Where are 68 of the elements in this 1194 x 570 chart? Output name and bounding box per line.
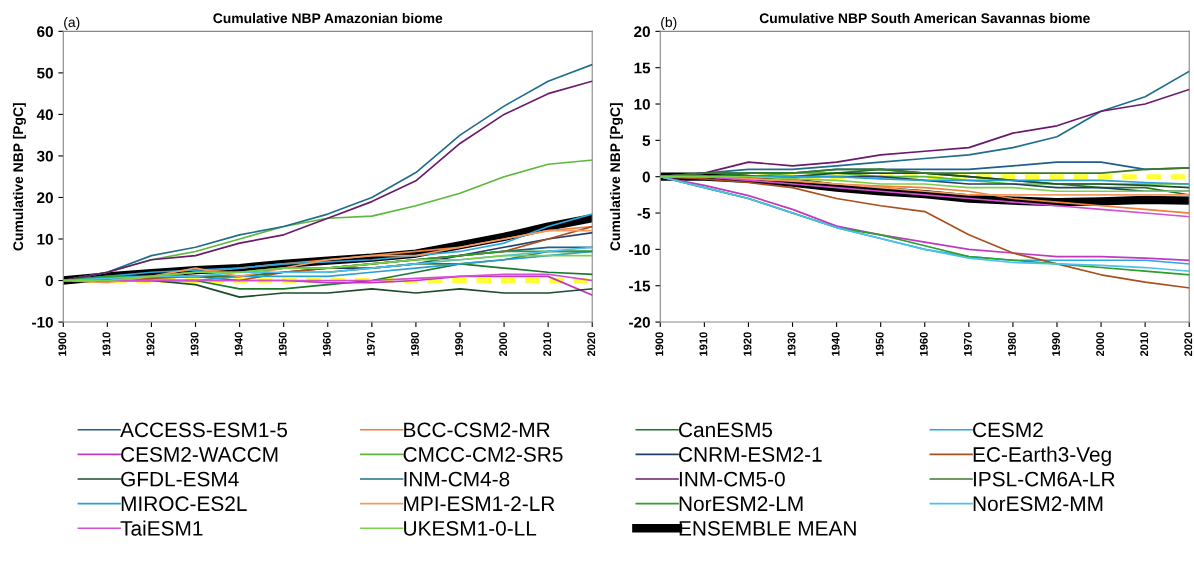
legend-label: CESM2 [973,422,1043,438]
legend-label: GFDL-ESM4 [121,471,239,487]
x-tick-label: 2010 [543,332,552,357]
legend-label: CNRM-ESM2-1 [679,447,822,462]
x-tick-label: 1940 [234,332,243,356]
x-tick-label: 1910 [102,332,111,356]
x-tick-label: 2020 [587,332,596,357]
y-tick-label: -10 [32,316,53,328]
y-tick-label: 10 [634,98,650,110]
x-tick-label: 1980 [411,332,419,356]
chart-title: Cumulative NBP Amazonian biome [213,12,443,24]
y-tick-label: 40 [36,109,53,121]
x-tick-label: 1920 [743,332,752,356]
legend-label: ENSEMBLE MEAN [679,520,856,536]
x-tick-label: 2000 [1096,332,1105,357]
y-tick-label: 0 [642,171,650,183]
legend-label: NorESM2-MM [973,496,1103,512]
x-tick-label: 2000 [499,332,508,357]
y-tick-label: 20 [634,26,650,38]
legend-label: EC-Earth3-Veg [973,446,1111,466]
y-tick-label: -20 [629,316,650,328]
legend-label: CMCC-CM2-SR5 [403,447,563,462]
legend-label: INM-CM5-0 [679,471,785,487]
x-tick-label: 2020 [1184,332,1193,357]
chart-title: Cumulative NBP South American Savannas biome [759,12,1090,24]
y-tick-label: 0 [45,275,53,287]
legend-label: ACCESS-ESM1-5 [120,422,288,438]
x-tick-label: 1970 [366,332,375,356]
y-tick-label: -5 [637,208,651,219]
x-tick-label: 1950 [875,332,884,356]
legend-label: UKESM1-0-LL [404,520,537,536]
y-tick-label: 15 [634,62,651,74]
x-tick-label: 1960 [322,332,331,356]
legend-label: CanESM5 [679,422,773,438]
legend-label: NorESM2-LM [679,496,803,512]
x-tick-label: 1930 [190,332,199,356]
y-axis-title: Cumulative NBP [PgC] [12,103,26,251]
x-tick-label: 2010 [1140,332,1149,357]
x-tick-label: 1990 [455,332,463,356]
legend-label: MPI-ESM1-2-LR [404,496,555,512]
x-tick-label: 1900 [58,332,67,356]
y-tick-label: -15 [629,280,651,292]
x-tick-label: 1920 [146,332,155,356]
legend-label: MIROC-ES2L [121,496,247,512]
y-tick-label: 5 [642,135,651,147]
legend-label: BCC-CSM2-MR [404,422,550,438]
y-tick-label: -10 [629,244,650,256]
y-tick-label: 10 [37,233,53,245]
x-tick-label: 1980 [1008,332,1016,356]
x-tick-label: 1960 [919,332,928,356]
y-tick-label: 60 [37,26,53,38]
legend-label: CESM2-WACCM [121,447,278,462]
y-tick-label: 30 [36,150,53,162]
x-tick-label: 1990 [1052,332,1060,356]
x-tick-label: 1970 [963,332,972,356]
x-tick-label: 1940 [831,332,840,356]
y-tick-label: 50 [37,67,53,79]
y-tick-label: 20 [37,192,53,204]
x-tick-label: 1910 [699,332,708,356]
x-tick-label: 1930 [787,332,796,356]
text: (b) [661,16,677,30]
x-tick-label: 1950 [278,332,287,356]
y-axis-title: Cumulative NBP [PgC] [609,103,623,251]
legend-label: IPSL-CM6A-LR [973,471,1115,487]
legend-label: TaiESM1 [120,520,203,536]
text: (a) [64,16,80,30]
x-tick-label: 1900 [655,332,664,356]
legend-label: INM-CM4-8 [404,471,510,487]
